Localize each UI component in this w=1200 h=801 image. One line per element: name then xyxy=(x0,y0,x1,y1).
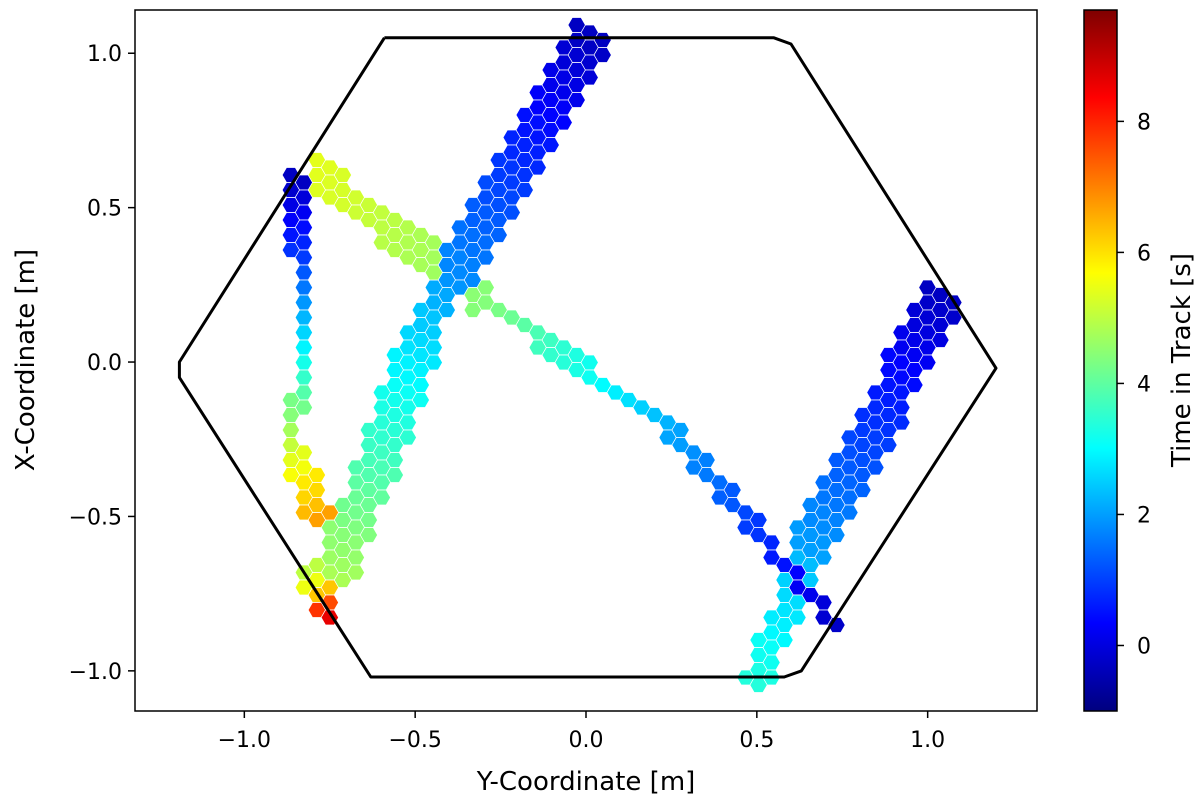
colorbar-tick-label: 4 xyxy=(1137,372,1151,397)
hex-bin xyxy=(294,294,313,311)
colorbar-label: Time in Track [s] xyxy=(1167,253,1197,468)
colorbar-axis: 0 2 4 6 8 xyxy=(1117,110,1151,659)
y-tick-label: 1.0 xyxy=(87,42,122,67)
hex-bin xyxy=(294,279,313,296)
hex-bin xyxy=(294,264,313,281)
y-tick-label: −0.5 xyxy=(69,505,122,530)
x-axis: −1.0 −0.5 0.0 0.5 1.0 xyxy=(218,711,945,753)
x-tick-label: −1.0 xyxy=(218,728,271,753)
hex-bin xyxy=(307,512,326,528)
hex-bin xyxy=(294,339,313,356)
colorbar-tick-label: 2 xyxy=(1137,503,1151,528)
y-tick-label: −1.0 xyxy=(69,660,122,685)
y-tick-label: 0.5 xyxy=(87,197,122,222)
y-tick-label: 0.0 xyxy=(87,351,122,376)
x-tick-label: 1.0 xyxy=(910,728,945,753)
hex-bin xyxy=(294,369,313,386)
hex-bin xyxy=(424,264,443,281)
colorbar xyxy=(1083,9,1118,712)
hex-bin xyxy=(294,324,313,341)
colorbar-tick-label: 0 xyxy=(1137,634,1151,659)
hexbin-markers xyxy=(281,17,963,693)
hex-bin xyxy=(294,309,313,326)
colorbar-tick-label: 6 xyxy=(1137,241,1151,266)
y-axis: −1.0 −0.5 0.0 0.5 1.0 xyxy=(69,42,135,685)
hex-bin xyxy=(294,354,313,371)
hex-bin xyxy=(281,422,300,438)
x-tick-label: 0.5 xyxy=(739,728,774,753)
x-tick-label: 0.0 xyxy=(569,728,604,753)
hex-bin xyxy=(801,572,820,588)
detector-boundary xyxy=(177,36,998,679)
y-axis-label: X-Coordinate [m] xyxy=(11,249,41,471)
x-axis-label: Y-Coordinate [m] xyxy=(476,767,696,797)
colorbar-tick-label: 8 xyxy=(1137,110,1151,135)
x-tick-label: −0.5 xyxy=(388,728,441,753)
